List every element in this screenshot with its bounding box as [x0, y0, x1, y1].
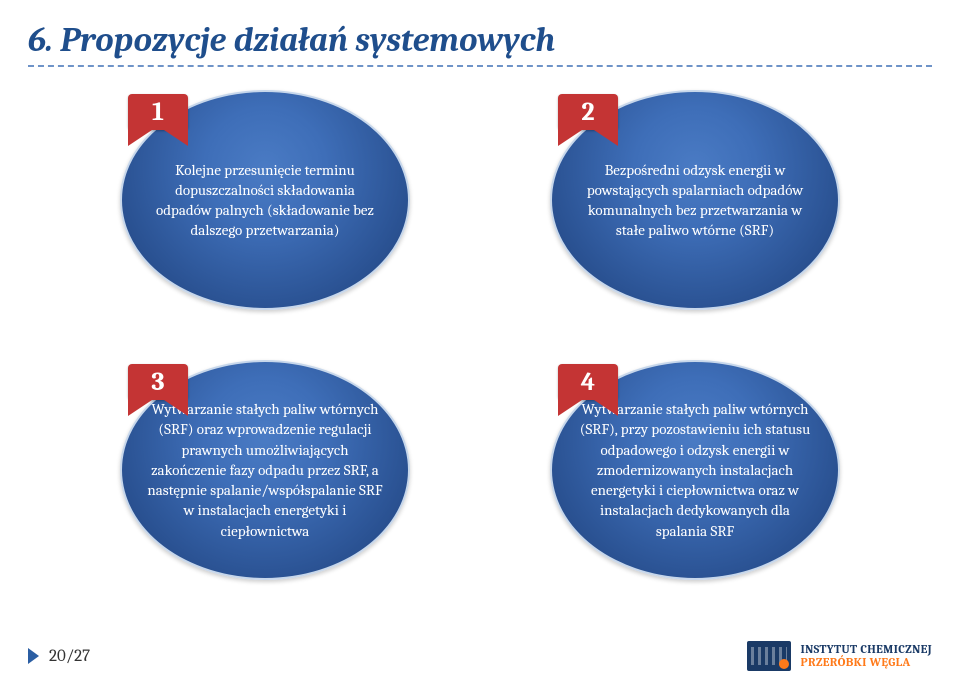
page-number: 20/27	[28, 647, 90, 666]
bubble-2-text: Bezpośredni odzysk energii w powstającyc…	[576, 160, 814, 241]
bubble-2: 2 Bezpośredni odzysk energii w powstając…	[550, 90, 840, 310]
page-number-text: 20/27	[49, 647, 90, 666]
bubble-3-text: Wytwarzanie stałych paliw wtórnych (SRF)…	[146, 399, 384, 541]
ribbon-3: 3	[128, 364, 188, 416]
ribbon-tail-icon	[128, 396, 188, 416]
bubble-1: 1 Kolejne przesunięcie terminu dopuszcza…	[120, 90, 410, 310]
bubble-row-bottom: 3 Wytwarzanie stałych paliw wtórnych (SR…	[0, 360, 960, 580]
logo-line-2: PRZERÓBKI WĘGLA	[801, 656, 932, 669]
ribbon-tail-icon	[558, 126, 618, 146]
ribbon-tail-icon	[558, 396, 618, 416]
bubble-4-text: Wytwarzanie stałych paliw wtórnych (SRF)…	[576, 399, 814, 541]
ribbon-tail-icon	[128, 126, 188, 146]
ribbon-number: 1	[128, 94, 188, 130]
ribbon-number: 4	[558, 364, 618, 400]
bubble-4: 4 Wytwarzanie stałych paliw wtórnych (SR…	[550, 360, 840, 580]
ribbon-2: 2	[558, 94, 618, 146]
page-arrow-icon	[28, 648, 39, 664]
ribbon-4: 4	[558, 364, 618, 416]
bubble-1-text: Kolejne przesunięcie terminu dopuszczaln…	[146, 160, 384, 241]
footer: 20/27 INSTYTUT CHEMICZNEJ PRZERÓBKI WĘGL…	[28, 641, 932, 671]
ribbon-1: 1	[128, 94, 188, 146]
ribbon-number: 2	[558, 94, 618, 130]
logo-text: INSTYTUT CHEMICZNEJ PRZERÓBKI WĘGLA	[801, 643, 932, 668]
bubble-row-top: 1 Kolejne przesunięcie terminu dopuszcza…	[0, 90, 960, 310]
ribbon-number: 3	[128, 364, 188, 400]
title-underline	[28, 65, 932, 67]
logo-mark-icon	[747, 641, 791, 671]
page-title: 6. Propozycje działań systemowych	[28, 20, 555, 60]
bubble-3: 3 Wytwarzanie stałych paliw wtórnych (SR…	[120, 360, 410, 580]
institute-logo: INSTYTUT CHEMICZNEJ PRZERÓBKI WĘGLA	[747, 641, 932, 671]
